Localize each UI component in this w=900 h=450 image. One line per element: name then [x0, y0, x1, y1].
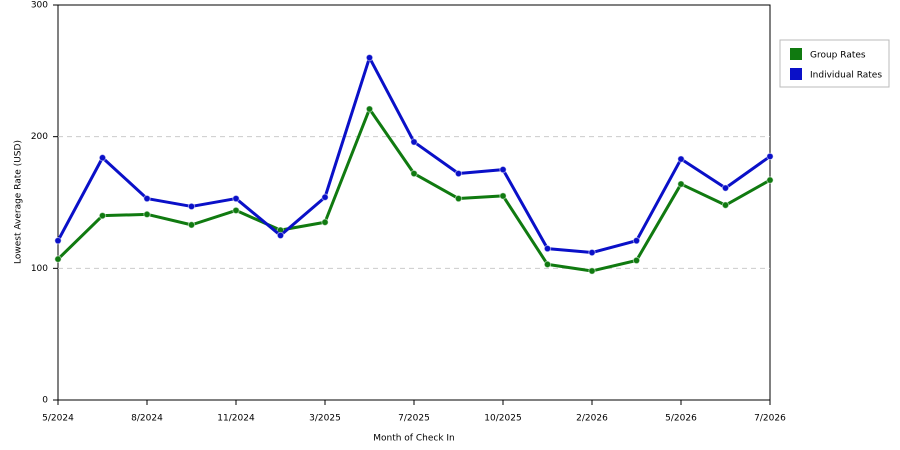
point — [232, 206, 240, 215]
point — [543, 244, 552, 253]
point — [98, 154, 107, 162]
point — [632, 256, 641, 265]
point — [410, 169, 418, 178]
y-tick-label: 100 — [31, 264, 48, 274]
point — [588, 248, 596, 257]
x-tick-label: 3/2025 — [309, 414, 341, 424]
point — [98, 211, 107, 220]
point — [454, 169, 463, 178]
y-tick-label: 200 — [31, 132, 48, 142]
point — [721, 184, 730, 192]
y-tick-label: 300 — [31, 1, 48, 11]
point — [721, 201, 730, 209]
legend-swatch — [790, 68, 802, 80]
x-tick-label: 5/2026 — [665, 414, 697, 424]
legend-label: Group Rates — [810, 51, 866, 61]
point — [499, 165, 507, 174]
point — [543, 260, 552, 269]
y-axis-label: Lowest Average Rate (USD) — [14, 140, 24, 264]
point — [232, 194, 240, 203]
point — [276, 231, 285, 240]
point — [187, 221, 196, 229]
point — [365, 105, 374, 113]
point — [766, 176, 774, 184]
point — [766, 152, 774, 161]
x-axis-label: Month of Check In — [373, 434, 455, 444]
point — [54, 236, 62, 245]
point — [632, 236, 641, 245]
x-tick-label: 7/2026 — [754, 414, 786, 424]
legend-label: Individual Rates — [810, 71, 882, 81]
y-tick-label: 0 — [42, 396, 48, 406]
point — [588, 267, 596, 275]
point — [143, 210, 151, 219]
x-tick-label: 7/2025 — [398, 414, 430, 424]
x-tick-label: 5/2024 — [42, 414, 74, 424]
point — [321, 218, 329, 226]
point — [677, 155, 685, 163]
point — [454, 194, 463, 203]
legend-swatch — [790, 48, 802, 60]
point — [677, 180, 685, 188]
point — [187, 202, 196, 211]
point — [143, 194, 151, 203]
point — [54, 255, 62, 263]
x-tick-label: 11/2024 — [217, 414, 255, 424]
x-tick-label: 10/2025 — [484, 414, 521, 424]
point — [365, 53, 374, 62]
point — [499, 192, 507, 200]
x-tick-label: 8/2024 — [131, 414, 163, 424]
point — [410, 138, 418, 146]
x-tick-label: 2/2026 — [576, 414, 608, 424]
point — [321, 193, 329, 201]
